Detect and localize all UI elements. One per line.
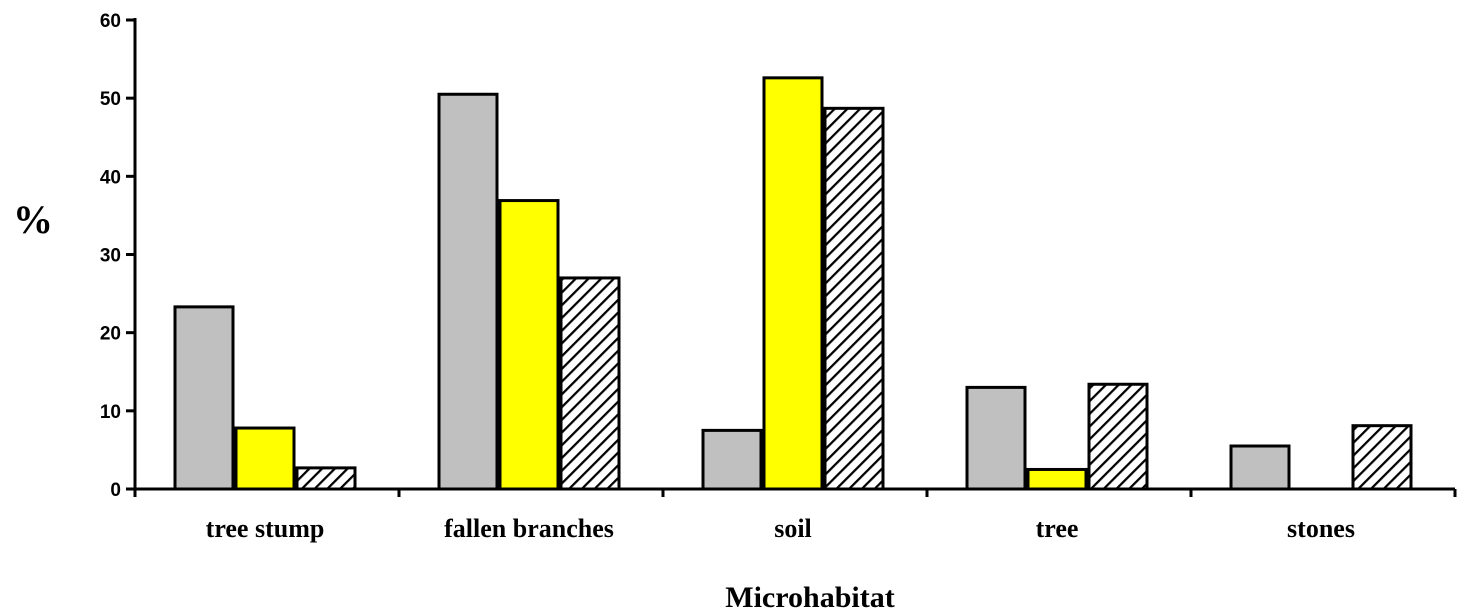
x-category-label: stones [1287,514,1355,543]
axes-layer [126,18,1457,497]
bar-series-2-fallen-branches [498,199,560,491]
bar-series-1-tree [965,385,1027,491]
x-category-label: soil [774,514,812,543]
y-tick-label: 20 [100,324,121,345]
bar-series-1-fallen-branches [437,92,499,491]
x-axis-title: Microhabitat [725,581,894,613]
x-category-label: tree [1036,514,1079,543]
y-tick-label: 40 [100,167,121,188]
bar-series-2-tree-stump [234,426,296,491]
labels-layer: 0 10 20 30 40 50 60 tree stump fallen branches so… [100,11,1355,543]
x-category-label: fallen branches [444,514,614,543]
bar-series-3-tree-stump [295,466,357,491]
y-tick-label: 30 [100,246,121,267]
bar-series-3-tree [1087,382,1149,491]
y-tick-label: 10 [100,402,121,423]
y-axis-title: % [13,197,53,242]
bar-series-3-fallen-branches [559,276,621,491]
y-tick-label: 60 [100,11,121,32]
bar-series-3-stones [1351,424,1413,491]
bars-layer [173,76,1413,491]
y-tick-label: 0 [110,480,121,501]
bar-series-1-stones [1229,444,1291,491]
bar-series-2-soil [762,76,824,491]
y-tick-label: 50 [100,89,121,110]
bar-series-1-tree-stump [173,305,235,491]
bar-series-3-soil [823,106,885,491]
bar-series-2-tree [1026,467,1088,491]
bar-series-1-soil [701,428,763,491]
x-category-label: tree stump [206,514,325,543]
